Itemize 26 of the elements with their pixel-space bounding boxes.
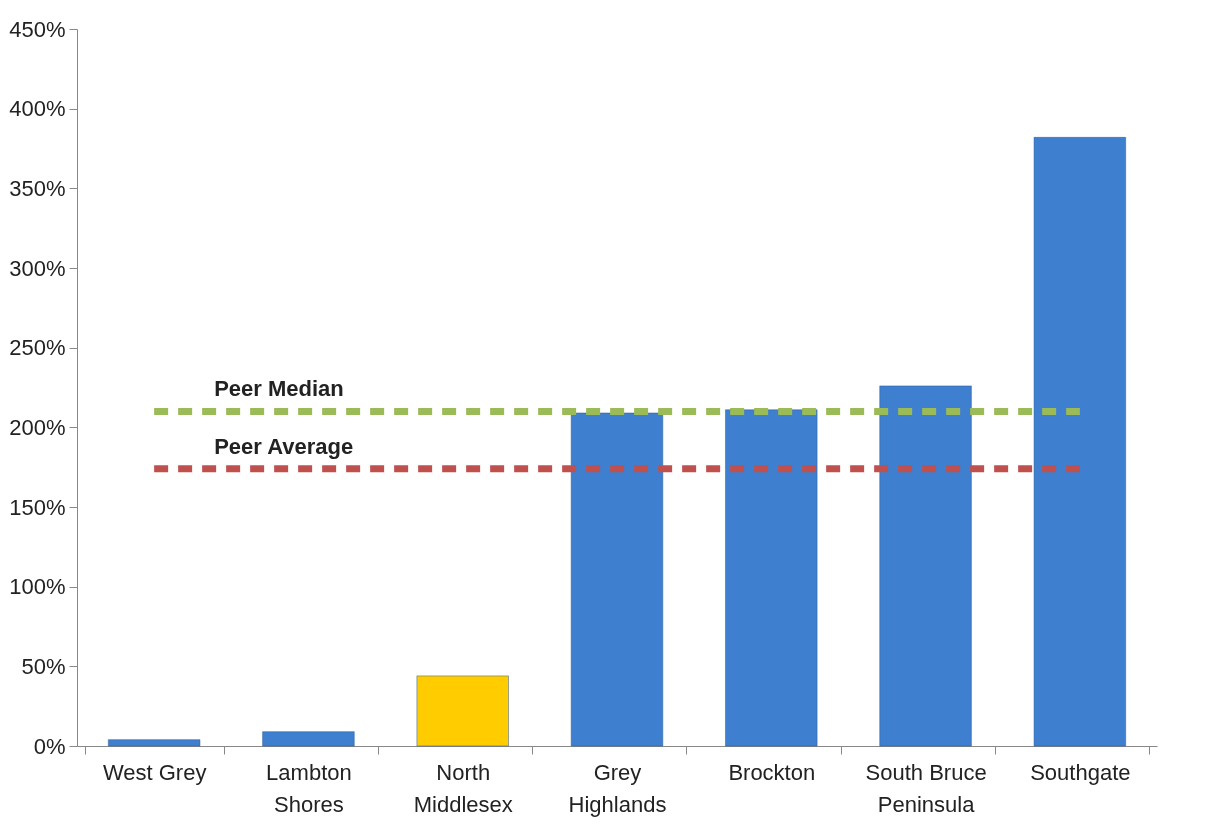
bar: [108, 739, 201, 747]
bar: [262, 731, 355, 747]
ref-line-label: Peer Average: [214, 433, 354, 459]
y-tick-label: 400%: [9, 96, 66, 122]
y-tick-label: 250%: [9, 335, 66, 361]
x-tick-label: Brockton: [728, 759, 816, 785]
bar: [879, 385, 972, 747]
y-tick-label: 0%: [33, 733, 66, 759]
x-tick-label: West Grey: [102, 759, 207, 785]
x-tick-label: North Middlesex: [413, 759, 513, 817]
x-tick-label: South Bruce Peninsula: [865, 759, 987, 817]
x-tick-label: Lambton Shores: [266, 759, 352, 817]
y-tick-label: 350%: [9, 175, 66, 201]
x-tick-label: Southgate: [1030, 759, 1131, 785]
y-tick-label: 450%: [9, 16, 66, 42]
y-tick-label: 50%: [21, 653, 66, 679]
y-tick-label: 150%: [9, 494, 66, 520]
bar: [416, 675, 509, 747]
y-tick-label: 100%: [9, 574, 66, 600]
bar: [1033, 137, 1126, 747]
bar: [570, 412, 664, 747]
y-tick-label: 200%: [9, 414, 66, 440]
x-tick-label: Grey Highlands: [568, 759, 667, 817]
y-tick-label: 300%: [9, 255, 66, 281]
bar: [725, 409, 818, 747]
ref-line-label: Peer Median: [214, 376, 344, 402]
